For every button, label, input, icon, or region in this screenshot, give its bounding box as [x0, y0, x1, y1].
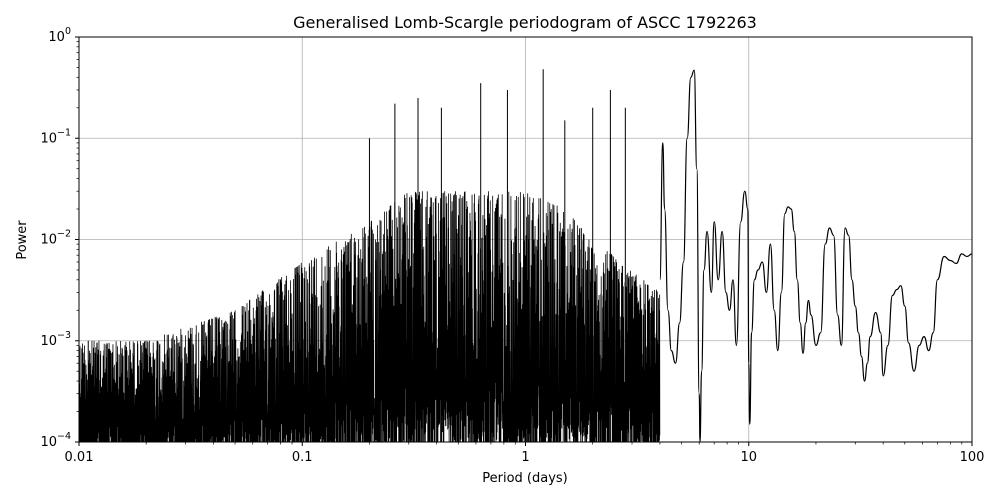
x-axis-ticks: 0.01 0.1 1 10 100 [65, 442, 985, 465]
plot-lines [659, 69, 973, 443]
dense-oscillation-region [78, 69, 661, 443]
x-tick-label: 10 [740, 450, 757, 465]
periodogram-series-line [659, 69, 973, 443]
y-tick-label: 100 [48, 26, 71, 45]
x-axis-label: Period (days) [482, 471, 568, 486]
y-tick-label: 10−2 [40, 229, 71, 248]
x-tick-label: 0.1 [292, 450, 313, 465]
y-tick-label: 10−3 [40, 330, 71, 349]
chart-title: Generalised Lomb-Scargle periodogram of … [293, 13, 757, 32]
y-tick-label: 10−4 [40, 431, 71, 450]
x-tick-label: 0.01 [65, 450, 94, 465]
x-tick-label: 100 [960, 450, 985, 465]
y-tick-label: 10−1 [40, 127, 71, 146]
y-axis-ticks: 10−4 10−3 10−2 10−1 100 [40, 26, 79, 450]
x-tick-label: 1 [521, 450, 529, 465]
y-axis-label: Power [15, 220, 30, 260]
